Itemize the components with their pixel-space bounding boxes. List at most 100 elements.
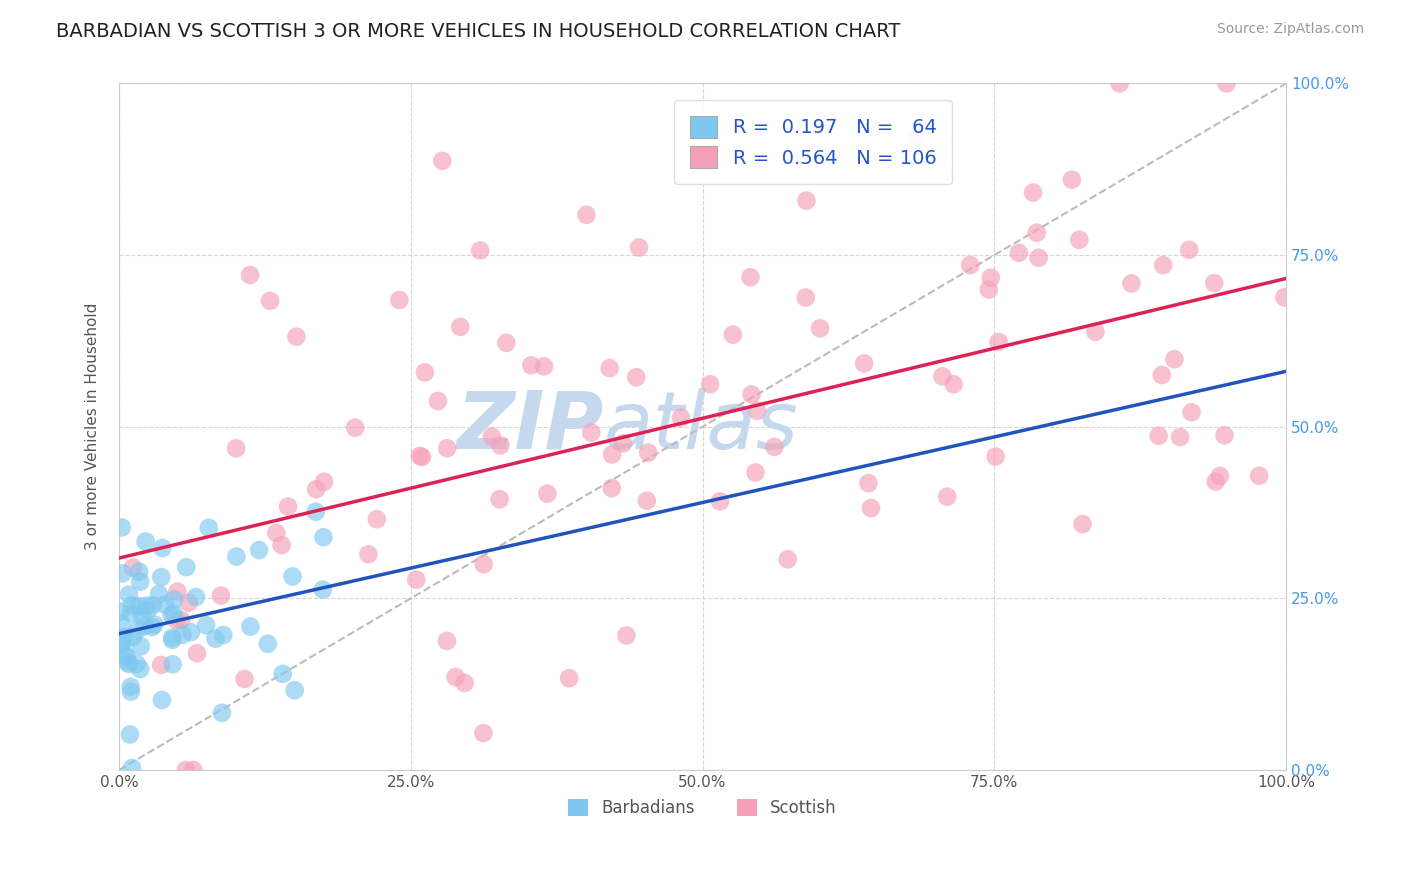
Point [444, 670, 467, 684]
Point [612, 436, 634, 450]
Point [166, 613, 188, 627]
Point [575, 208, 598, 222]
Point [233, 672, 256, 686]
Point [931, 369, 953, 384]
Point [616, 628, 638, 642]
Point [1060, 172, 1083, 186]
Point [111, 633, 134, 648]
Point [470, 244, 492, 258]
Point [162, 632, 184, 647]
Point [436, 634, 458, 648]
Point [184, 590, 207, 604]
Point [114, 648, 136, 663]
Point [481, 429, 503, 443]
Point [472, 558, 495, 572]
Point [763, 440, 786, 454]
Point [413, 366, 436, 380]
Point [1204, 276, 1226, 290]
Point [520, 359, 543, 373]
Point [636, 493, 658, 508]
Point [117, 656, 139, 670]
Point [111, 520, 134, 534]
Point [129, 640, 152, 654]
Point [111, 566, 134, 581]
Point [176, 560, 198, 574]
Point [204, 632, 226, 646]
Point [744, 466, 766, 480]
Point [1108, 77, 1130, 91]
Point [134, 619, 156, 633]
Point [115, 649, 138, 664]
Point [121, 599, 143, 613]
Point [239, 619, 262, 633]
Point [209, 589, 232, 603]
Point [776, 552, 799, 566]
Point [1022, 186, 1045, 200]
Point [148, 587, 170, 601]
Point [859, 501, 882, 516]
Point [281, 569, 304, 583]
Point [740, 387, 762, 401]
Point [977, 283, 1000, 297]
Point [1008, 245, 1031, 260]
Point [162, 657, 184, 672]
Point [122, 560, 145, 574]
Point [150, 657, 173, 672]
Point [1209, 469, 1232, 483]
Point [277, 500, 299, 514]
Point [1150, 368, 1173, 382]
Point [637, 445, 659, 459]
Point [626, 370, 648, 384]
Point [135, 534, 157, 549]
Point [721, 327, 744, 342]
Point [195, 618, 218, 632]
Point [155, 598, 177, 612]
Point [709, 494, 731, 508]
Point [600, 447, 623, 461]
Point [1215, 77, 1237, 91]
Point [183, 763, 205, 777]
Point [366, 512, 388, 526]
Point [1028, 251, 1050, 265]
Point [270, 538, 292, 552]
Point [160, 607, 183, 622]
Point [128, 565, 150, 579]
Legend: Barbadians, Scottish: Barbadians, Scottish [561, 792, 844, 823]
Point [118, 588, 141, 602]
Point [453, 676, 475, 690]
Text: BARBADIAN VS SCOTTISH 3 OR MORE VEHICLES IN HOUSEHOLD CORRELATION CHART: BARBADIAN VS SCOTTISH 3 OR MORE VEHICLES… [56, 22, 901, 41]
Point [1168, 430, 1191, 444]
Point [432, 153, 454, 168]
Point [285, 329, 308, 343]
Point [411, 450, 433, 464]
Point [312, 530, 335, 544]
Point [239, 268, 262, 282]
Point [247, 543, 270, 558]
Point [489, 438, 512, 452]
Point [600, 481, 623, 495]
Point [740, 270, 762, 285]
Point [1249, 468, 1271, 483]
Point [808, 321, 831, 335]
Point [172, 628, 194, 642]
Point [905, 130, 928, 145]
Point [472, 726, 495, 740]
Point [558, 671, 581, 685]
Point [118, 657, 141, 671]
Point [163, 592, 186, 607]
Point [125, 657, 148, 671]
Point [180, 625, 202, 640]
Point [388, 293, 411, 307]
Point [669, 410, 692, 425]
Point [305, 482, 328, 496]
Point [211, 706, 233, 720]
Point [1084, 325, 1107, 339]
Point [266, 525, 288, 540]
Point [1152, 258, 1174, 272]
Point [142, 599, 165, 613]
Point [259, 293, 281, 308]
Point [120, 606, 142, 620]
Point [1213, 428, 1236, 442]
Point [533, 359, 555, 374]
Point [796, 194, 818, 208]
